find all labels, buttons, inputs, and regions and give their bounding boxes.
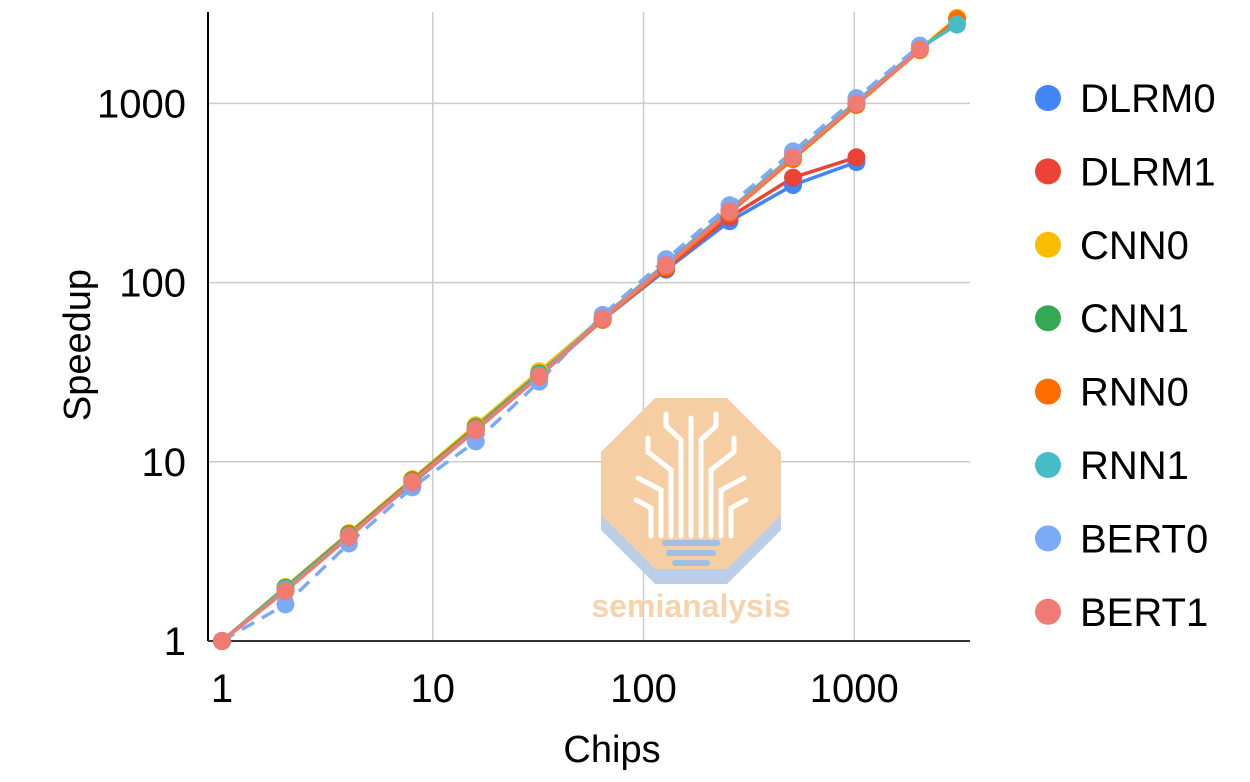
legend-label-bert0: BERT0	[1080, 517, 1208, 561]
legend-marker-cnn1	[1035, 305, 1061, 332]
semianalysis-watermark: semianalysis	[591, 398, 791, 624]
series-line-bert1	[220, 48, 922, 643]
legend-label-dlrm0: DLRM0	[1080, 77, 1216, 121]
gridlines	[208, 12, 970, 641]
legend-item-bert1: BERT1	[1035, 591, 1208, 635]
legend-marker-dlrm0	[1035, 85, 1061, 111]
x-tick-label: 10	[411, 667, 456, 711]
legend-marker-rnn1	[1035, 452, 1061, 478]
data-point-bert1	[657, 256, 676, 275]
data-point-bert1	[466, 421, 485, 440]
legend-marker-cnn0	[1035, 231, 1061, 258]
x-tick-label: 100	[610, 667, 677, 711]
series-lines	[220, 16, 959, 643]
series-line-dlrm1	[220, 155, 857, 643]
data-point-bert0	[276, 595, 295, 614]
y-tick-label: 100	[119, 262, 186, 306]
legend-item-dlrm0: DLRM0	[1035, 77, 1216, 121]
data-point-bert1	[213, 632, 231, 650]
x-tick-label: 1	[211, 667, 233, 711]
circuit-tree-icon	[633, 411, 749, 539]
legend-marker-bert0	[1035, 525, 1061, 552]
legend-label-dlrm1: DLRM1	[1080, 150, 1216, 194]
data-point-dlrm1	[847, 148, 866, 167]
legend-marker-bert1	[1035, 598, 1061, 625]
data-point-rnn1	[948, 15, 966, 34]
legend-item-bert0: BERT0	[1035, 517, 1208, 561]
data-point-bert1	[593, 309, 612, 328]
legend-item-rnn1: RNN1	[1035, 444, 1189, 488]
data-point-bert1	[530, 367, 549, 386]
legend-label-bert1: BERT1	[1080, 591, 1208, 635]
data-point-bert1	[847, 94, 866, 113]
axes	[207, 12, 970, 642]
legend-marker-rnn0	[1035, 378, 1061, 405]
legend-label-rnn1: RNN1	[1080, 444, 1189, 488]
data-point-bert1	[783, 148, 802, 167]
series-line-dlrm0	[220, 160, 857, 643]
bulb-base-icon	[662, 540, 720, 566]
y-tick-label: 1	[164, 620, 186, 664]
y-tick-label: 1000	[97, 82, 186, 126]
legend-label-cnn1: CNN1	[1080, 297, 1189, 341]
y-tick-label: 10	[142, 441, 187, 485]
y-axis-title: Speedup	[57, 269, 99, 421]
data-point-dlrm1	[783, 168, 802, 187]
y-tick-labels: 1 10 100 1000	[97, 82, 186, 664]
legend-marker-dlrm1	[1035, 158, 1061, 185]
legend: DLRM0 DLRM1 CNN0 CNN1 RNN0 RNN1 BERT0 BERT1	[1035, 77, 1216, 635]
series-points	[213, 8, 966, 650]
data-point-bert1	[276, 582, 295, 601]
watermark-text: semianalysis	[591, 588, 790, 624]
series-line-bert0	[221, 44, 922, 643]
legend-item-rnn0: RNN0	[1035, 371, 1189, 415]
data-point-bert1	[720, 202, 739, 221]
legend-label-cnn0: CNN0	[1080, 224, 1189, 268]
x-axis-title: Chips	[563, 729, 660, 771]
legend-label-rnn0: RNN0	[1080, 371, 1189, 415]
data-point-bert1	[403, 473, 422, 492]
x-tick-label: 1000	[810, 667, 899, 711]
x-tick-labels: 1 10 100 1000	[211, 667, 899, 711]
legend-item-cnn1: CNN1	[1035, 297, 1189, 341]
legend-item-cnn0: CNN0	[1035, 224, 1189, 268]
data-point-bert1	[339, 528, 358, 547]
data-point-bert1	[910, 40, 929, 59]
legend-item-dlrm1: DLRM1	[1035, 150, 1216, 194]
